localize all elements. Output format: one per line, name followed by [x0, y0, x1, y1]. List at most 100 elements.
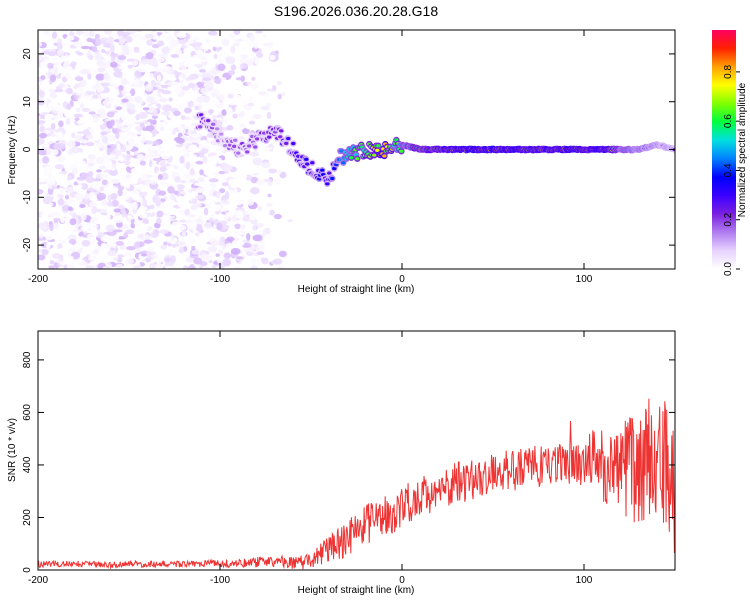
heatmap-noise-cell: [191, 163, 201, 169]
heatmap-noise-cell: [103, 189, 111, 195]
heatmap-noise-cell: [135, 105, 142, 111]
heatmap-noise-cell: [87, 72, 92, 80]
heatmap-noise-cell: [251, 56, 258, 63]
heatmap-noise-cell: [53, 129, 64, 133]
heatmap-noise-cell: [80, 183, 89, 191]
heatmap-noise-cell: [56, 155, 66, 163]
heatmap-noise-cell: [38, 54, 43, 61]
heatmap-noise-cell: [53, 56, 58, 61]
heatmap-noise-cell: [174, 119, 182, 127]
heatmap-noise-cell: [222, 53, 228, 58]
heatmap-noise-cell: [132, 265, 142, 269]
heatmap-noise-cell: [138, 212, 147, 219]
heatmap-ridge-cell: [218, 132, 224, 136]
heatmap-noise-cell: [111, 199, 119, 207]
heatmap-noise-cell: [195, 49, 204, 55]
heatmap-noise-cell: [107, 263, 113, 269]
heatmap-noise-cell: [222, 224, 230, 230]
heatmap-noise-cell: [227, 90, 238, 94]
heatmap-noise-cell: [148, 204, 155, 210]
snr-frame: [37, 330, 676, 571]
heatmap-ridge-cell: [304, 157, 309, 161]
heatmap-noise-cell: [95, 38, 102, 46]
heatmap-noise-cell: [203, 222, 212, 229]
heatmap-noise-cell: [79, 103, 85, 109]
heatmap-noise-cell: [126, 102, 131, 109]
heatmap-noise-cell: [158, 190, 167, 196]
heatmap-noise-cell: [109, 119, 115, 127]
heatmap-noise-cell: [107, 255, 115, 260]
heatmap-noise-cell: [110, 56, 116, 62]
heatmap-noise-cell: [138, 111, 148, 119]
heatmap-noise-cell: [186, 131, 192, 136]
heatmap-noise-cell: [110, 192, 118, 200]
heatmap-noise-cell: [201, 266, 211, 269]
heatmap-noise-cell: [197, 176, 205, 183]
heatmap-noise-cell: [145, 52, 154, 60]
heatmap-noise-cell: [91, 206, 98, 215]
heatmap-noise-cell: [135, 101, 142, 106]
heatmap-ridge-cell: [232, 138, 238, 142]
heatmap-noise-cell: [187, 82, 196, 89]
heatmap-noise-cell: [137, 74, 142, 79]
heatmap-noise-cell: [57, 45, 63, 50]
heatmap-noise-cell: [110, 61, 118, 68]
heatmap-noise-cell: [226, 236, 235, 242]
heatmap-noise-cell: [81, 107, 91, 112]
heatmap-noise-cell: [84, 95, 89, 101]
heatmap-noise-cell: [239, 58, 249, 65]
heatmap-noise-cell: [104, 96, 110, 102]
heatmap-noise-cell: [212, 98, 220, 106]
heatmap-noise-cell: [115, 241, 125, 246]
heatmap-noise-cell: [182, 86, 190, 91]
heatmap-noise-cell: [125, 92, 132, 96]
heatmap-noise-cell: [235, 211, 244, 219]
colorbar-tick-label: 0.6: [723, 114, 734, 128]
heatmap-noise-cell: [173, 110, 181, 117]
heatmap-noise-cell: [65, 87, 73, 95]
heatmap-noise-cell: [79, 68, 90, 75]
heatmap-noise-cell: [113, 88, 118, 95]
heatmap-noise-cell: [263, 146, 273, 151]
heatmap-noise-cell: [261, 161, 271, 169]
heatmap-noise-cell: [237, 136, 246, 140]
heatmap-noise-cell: [177, 105, 182, 110]
heatmap-noise-cell: [225, 211, 236, 217]
heatmap-noise-cell: [177, 164, 186, 172]
heatmap-noise-cell: [200, 87, 210, 94]
heatmap-noise-cell: [60, 55, 66, 61]
heatmap-noise-cell: [252, 172, 259, 176]
colorbar-tick-label: 0.4: [723, 163, 734, 177]
heatmap-noise-cell: [208, 30, 218, 36]
heatmap-noise-cell: [127, 215, 132, 219]
heatmap-noise-cell: [89, 99, 99, 107]
heatmap-noise-cell: [213, 53, 218, 60]
heatmap-noise-cell: [114, 112, 120, 116]
heatmap-noise-cell: [190, 204, 198, 211]
heatmap-noise-cell: [51, 31, 58, 40]
heatmap-noise-cell: [48, 202, 54, 207]
heatmap-noise-cell: [97, 94, 102, 99]
heatmap-noise-cell: [108, 33, 119, 37]
heatmap-noise-cell: [225, 107, 233, 114]
heatmap-noise-cell: [174, 176, 181, 183]
heatmap-noise-cell: [180, 45, 188, 49]
heatmap-noise-cell: [238, 174, 248, 180]
heatmap-noise-cell: [92, 84, 99, 91]
heatmap-noise-cell: [161, 172, 169, 181]
snr-x-ticks: -200 -100 0 100: [28, 331, 593, 586]
heatmap-noise-cell: [168, 199, 175, 207]
heatmap-noise-cell: [67, 234, 77, 241]
heatmap-noise-cell: [230, 247, 241, 255]
heatmap-noise-cell: [88, 55, 94, 61]
heatmap-noise-cell: [235, 77, 242, 81]
heatmap-noise-cell: [191, 245, 196, 251]
heatmap-noise-cell: [170, 255, 176, 264]
heatmap-noise-cell: [68, 112, 74, 119]
heatmap-noise-cell: [77, 97, 83, 103]
heatmap-noise-cell: [248, 120, 256, 125]
heatmap-noise-cell: [155, 217, 162, 225]
heatmap-noise-cell: [50, 123, 56, 130]
heatmap-noise-cell: [186, 213, 196, 218]
heatmap-cells: [38, 30, 675, 269]
